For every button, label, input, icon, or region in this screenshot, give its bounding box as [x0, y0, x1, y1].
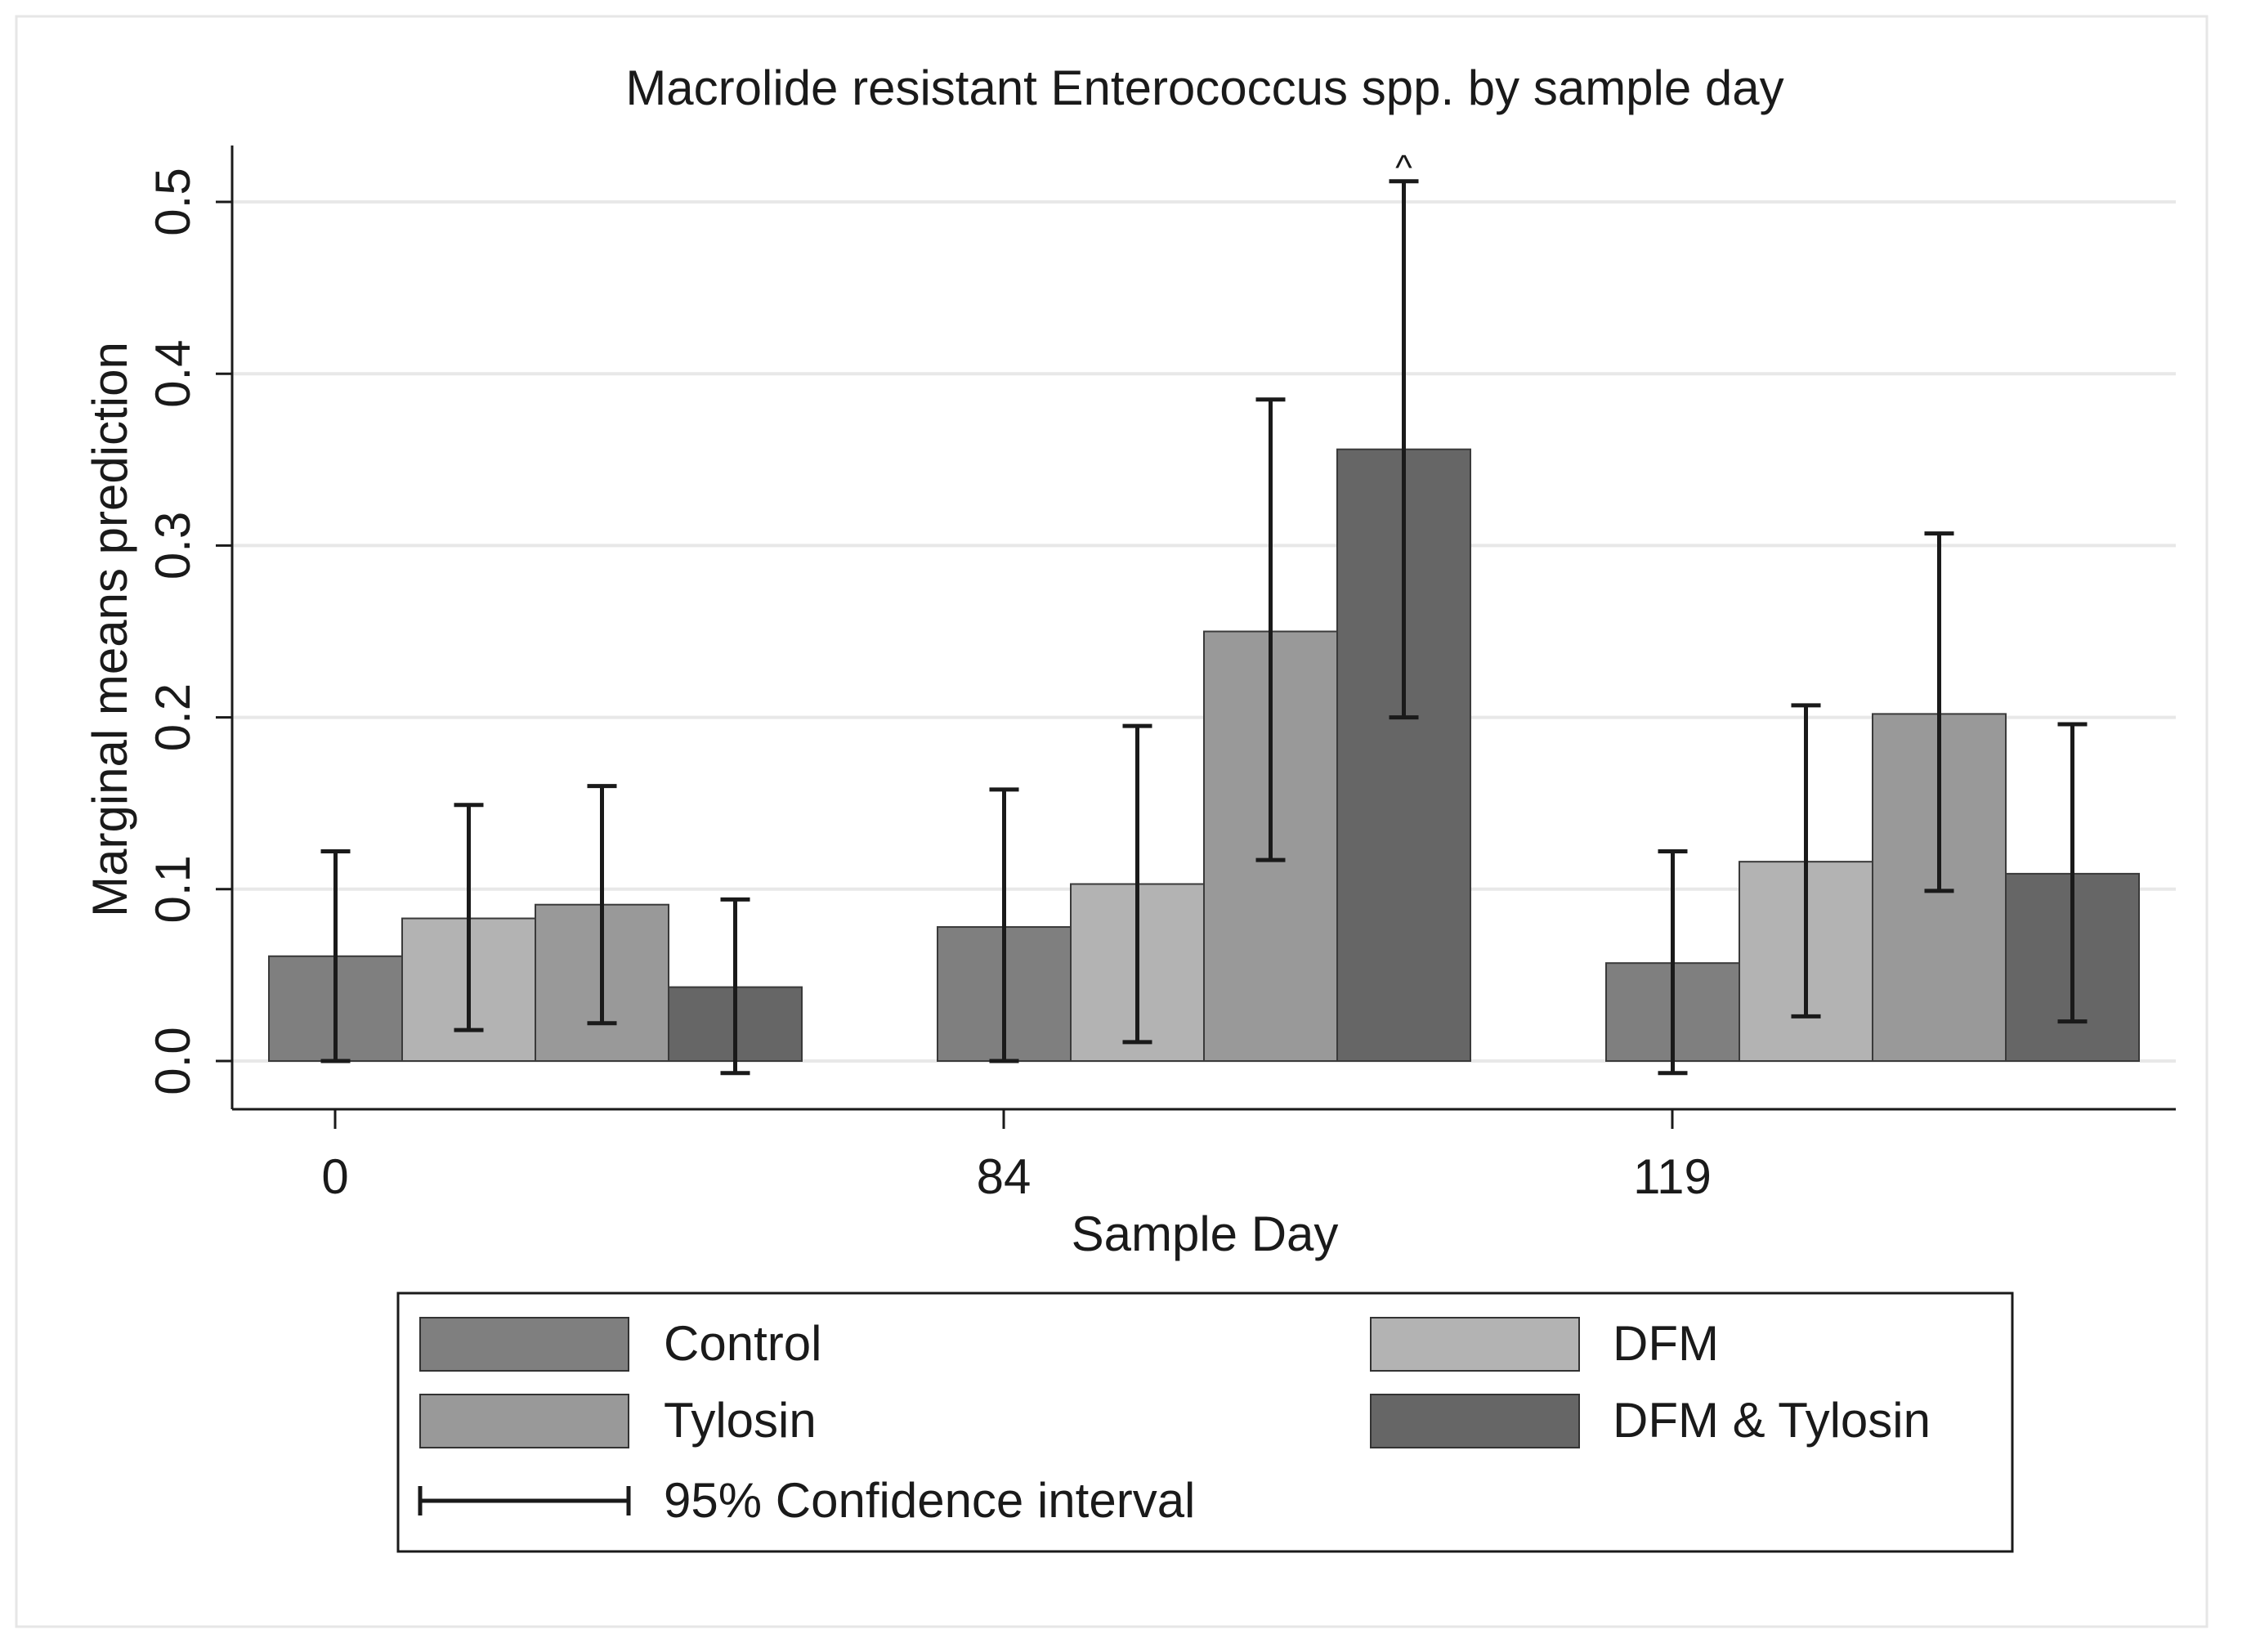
error-bar [2057, 722, 2088, 1024]
y-tick-label: 0.3 [145, 512, 200, 580]
legend-swatch-control [419, 1317, 629, 1372]
y-tick-label: 0.2 [145, 683, 200, 751]
legend-swatch-tylosin [419, 1394, 629, 1448]
y-tick-label: 0.5 [145, 168, 200, 235]
error-bar [1791, 703, 1821, 1019]
error-bars [320, 179, 2088, 1076]
legend-swatch-dfm [1370, 1317, 1580, 1372]
error-bar [720, 897, 750, 1076]
legend-label-control: Control [664, 1316, 821, 1371]
error-bar [1924, 531, 1954, 893]
error-bar [587, 784, 617, 1026]
legend-label-ci: 95% Confidence interval [664, 1473, 1195, 1528]
y-axis-label: Marginal means prediction [83, 342, 137, 917]
x-tick-label: 0 [321, 1149, 348, 1204]
x-tick-label: 84 [977, 1149, 1032, 1204]
error-bar [1255, 397, 1286, 862]
legend-label-tylosin: Tylosin [664, 1393, 817, 1448]
error-bar [320, 849, 351, 1063]
legend-label-dfm-tylosin: DFM & Tylosin [1613, 1393, 1931, 1448]
error-bar [1122, 723, 1152, 1045]
x-axis-ticks: 0 84 119 [321, 1109, 1712, 1204]
y-tick-label: 0.1 [145, 855, 200, 923]
legend: Control DFM Tylosin DFM & Tylosin 95% Co… [396, 1292, 2014, 1553]
legend-swatch-dfm-tylosin [1370, 1394, 1580, 1448]
error-bar [989, 787, 1019, 1063]
legend-frame [396, 1292, 2014, 1553]
legend-label-dfm: DFM [1613, 1316, 1719, 1371]
annotation-caret: ^ [1395, 148, 1412, 188]
error-bar [1658, 849, 1688, 1076]
error-bar [1389, 179, 1419, 720]
y-tick-label: 0.0 [145, 1027, 200, 1095]
x-axis-label: Sample Day [1072, 1207, 1339, 1261]
x-tick-label: 119 [1633, 1149, 1712, 1204]
legend-ci-symbol [418, 1486, 631, 1515]
error-bar [454, 803, 484, 1032]
y-tick-label: 0.4 [145, 339, 200, 407]
chart-title: Macrolide resistant Enterococcus spp. by… [625, 60, 1783, 115]
y-axis-ticks: 0.0 0.1 0.2 0.3 0.4 0.5 [145, 168, 232, 1095]
